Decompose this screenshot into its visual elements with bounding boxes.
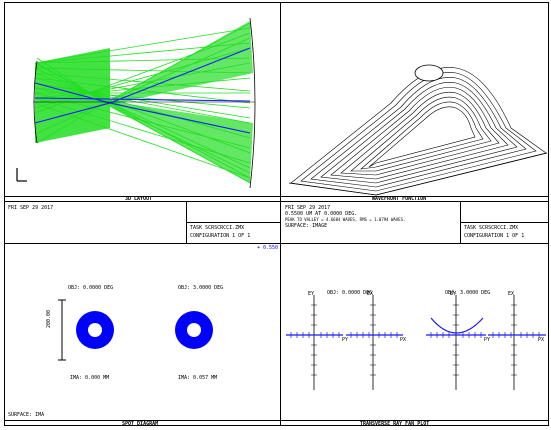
spot-left-hole bbox=[88, 323, 102, 337]
info-right-file: TASK SCRSCRCCI.ZMX bbox=[464, 225, 519, 231]
info-left-file: TASK SCRSCRCCI.ZMX bbox=[190, 225, 245, 231]
info-right-line1: FRI SEP 29 2017 bbox=[285, 205, 331, 211]
fan-field-left: OBJ: 0.0000 DEG bbox=[327, 290, 373, 296]
layout-caption: 3D LAYOUT bbox=[125, 196, 153, 202]
lens-outline-left bbox=[33, 60, 38, 144]
info-left-date: FRI SEP 29 2017 bbox=[8, 205, 54, 211]
fan-axis-ex-2: EX bbox=[508, 291, 515, 297]
wavefront-caption: WAVEFRONT FUNCTION bbox=[372, 196, 427, 202]
fan-caption: TRANSVERSE RAY FAN PLOT bbox=[360, 421, 430, 427]
spot-surface-note: SURFACE: IMA bbox=[8, 412, 45, 418]
spot-caption: SPOT DIAGRAM bbox=[122, 421, 159, 427]
spot-corner-link[interactable]: + 0.550 bbox=[257, 245, 279, 251]
wavefront-base-outline bbox=[288, 152, 548, 196]
divider-horizontal-bottom bbox=[4, 420, 549, 421]
fan-ticks bbox=[311, 304, 517, 376]
info-right-config: CONFIGURATION 1 OF 1 bbox=[464, 233, 525, 239]
fan-axis-ex-1: EX bbox=[367, 291, 374, 297]
ray-fan-plot bbox=[286, 295, 546, 390]
info-right-line4: SURFACE: IMAGE bbox=[285, 223, 328, 229]
info-left-config: CONFIGURATION 1 OF 1 bbox=[190, 233, 251, 239]
wavefront-contours bbox=[290, 67, 547, 196]
divider-info-left-inner bbox=[186, 222, 280, 223]
spot-field-right: OBJ: 3.0000 DEG bbox=[178, 285, 224, 291]
layout-3d-plot bbox=[16, 17, 256, 189]
divider-vertical-middle bbox=[280, 201, 281, 426]
spot-image-right: IMA: 0.057 MM bbox=[178, 375, 218, 381]
divider-info-right-inner bbox=[460, 222, 549, 223]
fan-axis-px-1: PX bbox=[400, 337, 407, 343]
fan-axis-px-2: PX bbox=[538, 337, 545, 343]
fan-axis-ey-2: EY bbox=[450, 291, 457, 297]
spot-scale-bar bbox=[58, 299, 66, 361]
divider-horizontal-top bbox=[4, 196, 549, 197]
green-fan-right-top bbox=[110, 21, 253, 105]
spot-field-left: OBJ: 0.0000 DEG bbox=[68, 285, 114, 291]
lens-outline-right bbox=[249, 17, 256, 189]
wavefront-peak bbox=[414, 64, 444, 82]
fan-axis-py-1: PY bbox=[342, 337, 349, 343]
divider-vertical-top bbox=[280, 2, 281, 202]
spot-image-left: IMA: 0.000 MM bbox=[70, 375, 110, 381]
plot-frame bbox=[4, 2, 549, 426]
axis-indicator-icon bbox=[16, 168, 27, 182]
green-lens-left bbox=[35, 48, 110, 143]
spot-right-hole bbox=[187, 323, 201, 337]
fan-axis-ey-1: EY bbox=[308, 291, 315, 297]
divider-horizontal-info-top bbox=[4, 201, 549, 202]
spot-diagram-plot bbox=[58, 299, 213, 361]
fan-curves bbox=[286, 317, 546, 336]
fan-field-right: OBJ: 3.0000 DEG bbox=[445, 290, 491, 296]
fan-axes bbox=[313, 295, 515, 390]
green-fan-right-bottom bbox=[110, 101, 253, 183]
info-right-line2: 0.5500 UM AT 0.0000 DEG. bbox=[285, 211, 358, 217]
wavefront-surface-plot bbox=[288, 64, 548, 196]
info-right-line3: PEAK TO VALLEY = 4.6684 WAVES, RMS = 1.0… bbox=[285, 217, 406, 222]
spot-scale-label: 200.00 bbox=[46, 309, 52, 328]
blue-rays bbox=[34, 47, 251, 134]
fan-axis-py-2: PY bbox=[484, 337, 491, 343]
fan-curve-markers bbox=[290, 332, 540, 338]
divider-horizontal-info-bottom bbox=[4, 243, 549, 244]
